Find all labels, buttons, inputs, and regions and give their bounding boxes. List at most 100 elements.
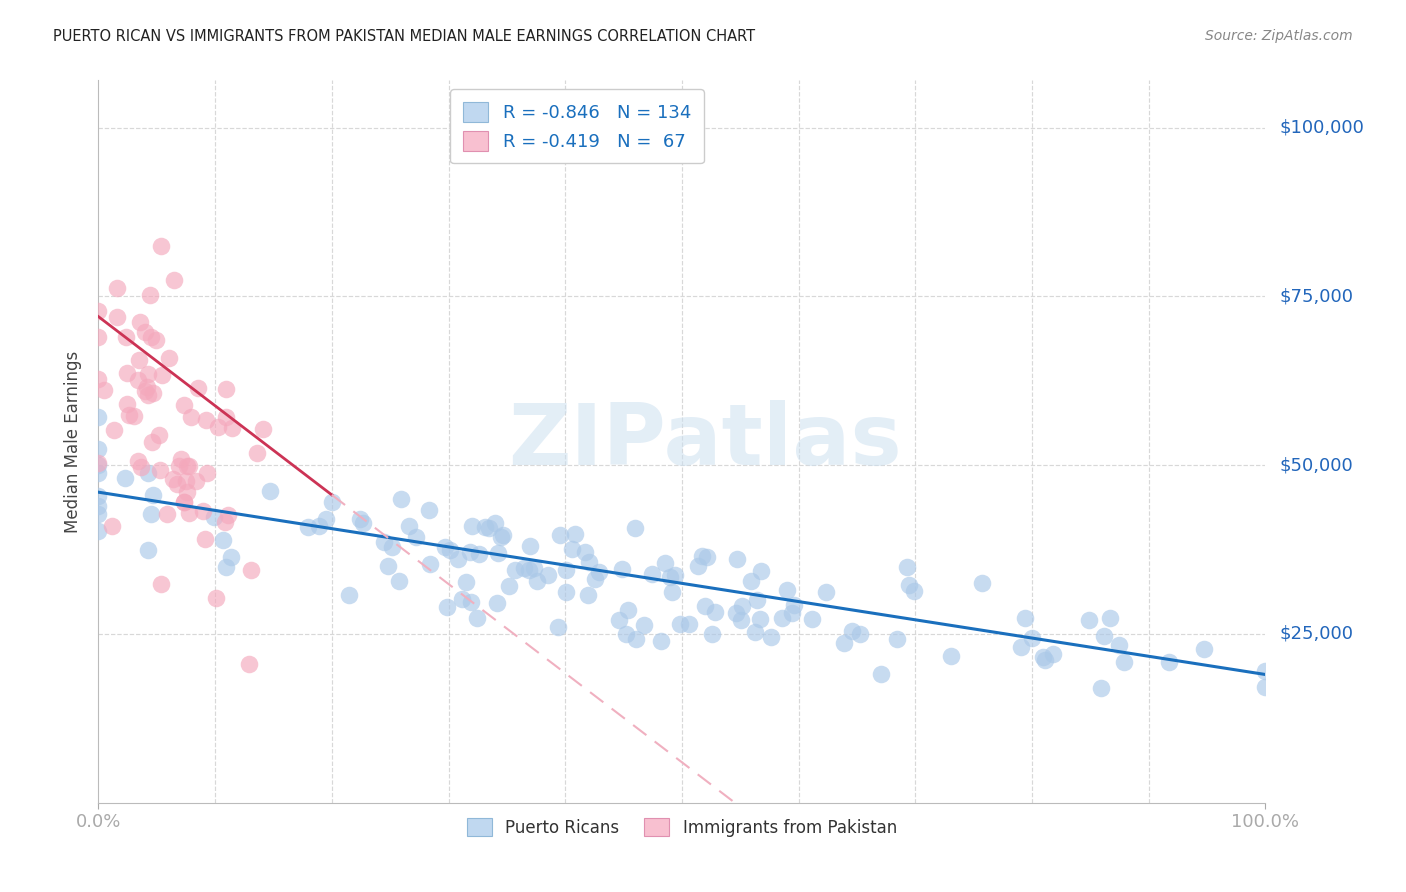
Point bbox=[136, 542, 159, 557]
Point bbox=[624, 632, 647, 646]
Point bbox=[607, 613, 630, 627]
Point bbox=[195, 466, 218, 480]
Point bbox=[661, 585, 683, 599]
Point bbox=[1114, 655, 1136, 669]
Point bbox=[447, 552, 470, 566]
Point bbox=[388, 574, 411, 588]
Point bbox=[434, 541, 457, 555]
Point bbox=[373, 535, 395, 549]
Point bbox=[145, 333, 167, 347]
Point bbox=[519, 539, 541, 553]
Point bbox=[1108, 638, 1130, 652]
Point bbox=[526, 574, 548, 588]
Point bbox=[668, 616, 690, 631]
Point bbox=[163, 273, 186, 287]
Point bbox=[776, 583, 799, 598]
Point bbox=[439, 543, 461, 558]
Point bbox=[134, 325, 156, 339]
Point bbox=[87, 466, 110, 480]
Point bbox=[297, 520, 319, 534]
Point bbox=[162, 472, 184, 486]
Point bbox=[138, 288, 160, 302]
Point bbox=[841, 624, 863, 639]
Point bbox=[187, 381, 209, 395]
Point bbox=[633, 618, 655, 632]
Point bbox=[377, 558, 399, 573]
Point bbox=[214, 382, 236, 396]
Point bbox=[467, 547, 489, 561]
Point bbox=[118, 408, 141, 422]
Point bbox=[252, 422, 274, 436]
Point bbox=[105, 281, 128, 295]
Point bbox=[1010, 640, 1032, 654]
Point bbox=[690, 549, 713, 563]
Point bbox=[465, 611, 488, 625]
Point bbox=[129, 315, 152, 329]
Point bbox=[87, 499, 110, 513]
Point bbox=[770, 611, 793, 625]
Point bbox=[780, 606, 803, 620]
Point bbox=[1032, 650, 1054, 665]
Point bbox=[678, 617, 700, 632]
Point bbox=[489, 530, 512, 544]
Point bbox=[537, 567, 560, 582]
Point bbox=[308, 518, 330, 533]
Point bbox=[115, 366, 138, 380]
Point bbox=[693, 599, 716, 614]
Point bbox=[157, 351, 180, 365]
Point bbox=[870, 667, 893, 681]
Point bbox=[814, 585, 837, 599]
Point bbox=[174, 474, 197, 488]
Point bbox=[664, 568, 686, 582]
Point bbox=[128, 352, 150, 367]
Point bbox=[1078, 613, 1101, 627]
Point bbox=[166, 477, 188, 491]
Point bbox=[740, 574, 762, 589]
Point bbox=[176, 484, 198, 499]
Point bbox=[131, 460, 153, 475]
Point bbox=[176, 458, 198, 473]
Point bbox=[87, 458, 110, 473]
Point bbox=[614, 627, 637, 641]
Point bbox=[886, 632, 908, 646]
Point bbox=[939, 648, 962, 663]
Point bbox=[239, 563, 262, 577]
Point bbox=[202, 509, 225, 524]
Point bbox=[492, 528, 515, 542]
Text: $75,000: $75,000 bbox=[1279, 287, 1354, 305]
Point bbox=[337, 588, 360, 602]
Point bbox=[177, 506, 200, 520]
Point bbox=[659, 570, 682, 584]
Point bbox=[122, 409, 145, 423]
Point bbox=[478, 521, 501, 535]
Point bbox=[498, 579, 520, 593]
Point bbox=[114, 330, 136, 344]
Point bbox=[436, 599, 458, 614]
Point bbox=[650, 634, 672, 648]
Point bbox=[134, 384, 156, 398]
Text: $100,000: $100,000 bbox=[1279, 119, 1364, 136]
Point bbox=[381, 541, 404, 555]
Point bbox=[87, 410, 110, 425]
Point bbox=[214, 516, 236, 530]
Point bbox=[194, 533, 217, 547]
Point bbox=[696, 550, 718, 565]
Point bbox=[141, 435, 163, 450]
Point bbox=[103, 423, 125, 437]
Point bbox=[461, 519, 484, 533]
Point bbox=[180, 409, 202, 424]
Point bbox=[117, 397, 139, 411]
Point bbox=[315, 512, 337, 526]
Point bbox=[970, 576, 993, 591]
Point bbox=[246, 446, 269, 460]
Point bbox=[1157, 656, 1180, 670]
Point bbox=[1090, 681, 1112, 696]
Point bbox=[617, 603, 640, 617]
Point bbox=[783, 599, 806, 613]
Point bbox=[486, 596, 509, 610]
Text: ZIPatlas: ZIPatlas bbox=[509, 400, 903, 483]
Point bbox=[903, 584, 925, 599]
Point bbox=[548, 528, 571, 542]
Point bbox=[215, 559, 238, 574]
Point bbox=[517, 563, 540, 577]
